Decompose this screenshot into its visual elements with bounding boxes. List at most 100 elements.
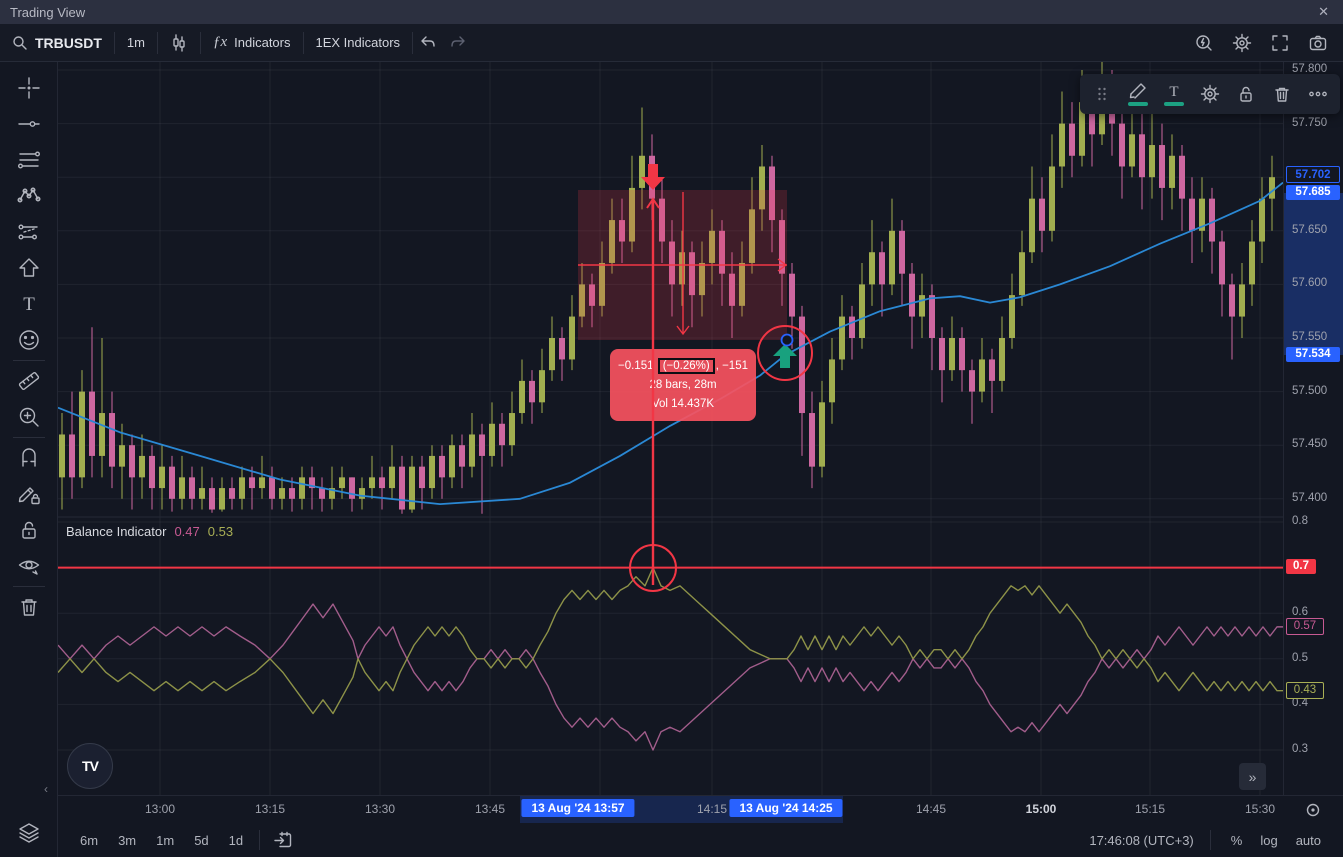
indicator-legend[interactable]: Balance Indicator 0.47 0.53	[66, 524, 233, 539]
candle-body	[159, 466, 165, 489]
selected-time-label[interactable]: 13 Aug '24 14:25	[729, 799, 843, 817]
undo-button[interactable]	[413, 29, 443, 57]
sidebar-divider	[12, 586, 45, 587]
range-button-3m[interactable]: 3m	[118, 832, 137, 848]
tool-hide-drawings[interactable]	[10, 548, 48, 584]
scale-option-percent[interactable]: %	[1230, 832, 1243, 848]
time-axis[interactable]: 13:00 13:15 13:30 13:45 14:15 14:45 15:00 15:15…	[58, 795, 1283, 823]
range-button-5d[interactable]: 5d	[194, 832, 209, 848]
tool-trend-line[interactable]	[10, 106, 48, 142]
chart-canvas[interactable]: −0.151 (−0.26%), −151 28 bars, 28m Vol 1…	[58, 62, 1340, 795]
candle-body	[269, 477, 275, 499]
tool-projection[interactable]	[10, 214, 48, 250]
candle-body	[689, 252, 695, 296]
lock-drawing-button[interactable]	[1228, 77, 1264, 111]
time-tick-label: 13:45	[474, 802, 506, 816]
candle-body	[199, 488, 205, 499]
selected-time-label[interactable]: 13 Aug '24 13:57	[521, 799, 635, 817]
price-tick-label: 57.650	[1292, 223, 1328, 236]
main-toolbar: TRBUSDT 1m ƒx Indicators 1EX Indicators	[0, 24, 1343, 62]
candle-body	[529, 380, 535, 403]
indicator-last-value-label: 0.57	[1286, 617, 1324, 635]
toolbar-separator	[412, 31, 414, 54]
close-icon[interactable]: ✕	[1318, 4, 1329, 19]
indicator-tick-label: 0.8	[1292, 515, 1308, 527]
tool-measure[interactable]	[10, 363, 48, 399]
indicators-button[interactable]: ƒx Indicators	[201, 29, 303, 57]
price-tick-label: 57.550	[1292, 331, 1328, 343]
candle-body	[189, 477, 195, 499]
delete-drawing-button[interactable]	[1264, 77, 1300, 111]
quick-search-button[interactable]	[1189, 29, 1219, 57]
candle-body	[1249, 241, 1255, 285]
measure-ticks: , −151	[715, 360, 748, 372]
text-color-button[interactable]: T	[1156, 77, 1192, 111]
drawing-settings-button[interactable]	[1192, 77, 1228, 111]
range-button-1d[interactable]: 1d	[228, 832, 244, 848]
clock-label[interactable]: 17:46:08 (UTC+3)	[1089, 832, 1194, 848]
selected-price-label[interactable]: 57.685	[1286, 184, 1340, 200]
candle-body	[1239, 284, 1245, 317]
interval-button[interactable]: 1m	[115, 29, 157, 57]
toolbar-drag-handle[interactable]	[1084, 77, 1120, 111]
tool-emoji[interactable]	[10, 322, 48, 358]
level-value-label[interactable]: 0.7	[1286, 558, 1316, 574]
ex-indicators-button[interactable]: 1EX Indicators	[304, 29, 413, 57]
sidebar-collapse-chevron[interactable]: ‹	[44, 782, 48, 796]
tool-lock-all[interactable]	[10, 512, 48, 548]
candle-body	[1179, 155, 1185, 199]
candle-body	[1149, 145, 1155, 178]
selected-price-label[interactable]: 57.534	[1286, 346, 1340, 362]
redo-button[interactable]	[443, 29, 473, 57]
time-tick-label: 15:00	[1025, 802, 1057, 816]
time-tick-label: 15:15	[1134, 802, 1166, 816]
chart-type-button[interactable]	[158, 29, 200, 57]
candle-body	[149, 455, 155, 489]
candle-body	[619, 220, 625, 242]
brush-color-button[interactable]	[1120, 77, 1156, 111]
tool-fib-retracement[interactable]	[10, 142, 48, 178]
tool-xabcd-pattern[interactable]	[10, 178, 48, 214]
ma-value-label[interactable]: 57.702	[1286, 166, 1340, 184]
candle-body	[549, 338, 555, 371]
tool-arrow-shape[interactable]	[10, 250, 48, 286]
scale-option-log[interactable]: log	[1260, 832, 1278, 848]
ex-indicators-label: 1EX Indicators	[315, 35, 401, 50]
candle-body	[449, 445, 455, 478]
candle-body	[779, 220, 785, 274]
time-tick-label: 13:15	[254, 802, 286, 816]
more-options-button[interactable]	[1300, 77, 1336, 111]
tradingview-logo[interactable]: TV	[67, 743, 113, 789]
go-to-date-button[interactable]	[268, 826, 298, 854]
tool-crosshair[interactable]	[10, 70, 48, 106]
tool-drawing-sync[interactable]	[10, 476, 48, 512]
indicator-value-2: 0.53	[207, 524, 234, 539]
tool-zoom-in[interactable]	[10, 399, 48, 435]
scale-option-auto[interactable]: auto	[1295, 832, 1321, 848]
measure-delta: −0.151	[618, 360, 654, 372]
range-button-1m[interactable]: 1m	[156, 832, 175, 848]
redo-icon	[451, 35, 465, 47]
snapshot-button[interactable]	[1303, 29, 1333, 57]
candle-body	[949, 338, 955, 371]
unlock-icon	[1240, 86, 1252, 102]
time-axis-settings[interactable]	[1283, 795, 1343, 823]
tool-remove-drawings[interactable]	[10, 589, 48, 625]
candle-body	[379, 477, 385, 489]
price-tick-label: 57.750	[1292, 116, 1328, 129]
symbol-search-button[interactable]: TRBUSDT	[0, 29, 114, 57]
fullscreen-button[interactable]	[1265, 29, 1295, 57]
double-chevron-icon: »	[1248, 768, 1257, 785]
price-axis[interactable]: 57.800 57.750 57.650 57.600 57.550 57.500 57.4…	[1283, 62, 1343, 795]
tool-object-tree[interactable]	[10, 815, 48, 851]
maximize-pane-button[interactable]: »	[1239, 763, 1266, 790]
candle-body	[519, 380, 525, 414]
candle-body	[1189, 198, 1195, 231]
settings-button[interactable]	[1227, 29, 1257, 57]
range-button-6m[interactable]: 6m	[80, 832, 99, 848]
tool-magnet[interactable]	[10, 440, 48, 476]
quick-search-icon	[1196, 34, 1212, 51]
tool-text[interactable]: T	[10, 286, 48, 322]
candle-body	[359, 488, 365, 499]
ruler-icon	[18, 371, 39, 391]
